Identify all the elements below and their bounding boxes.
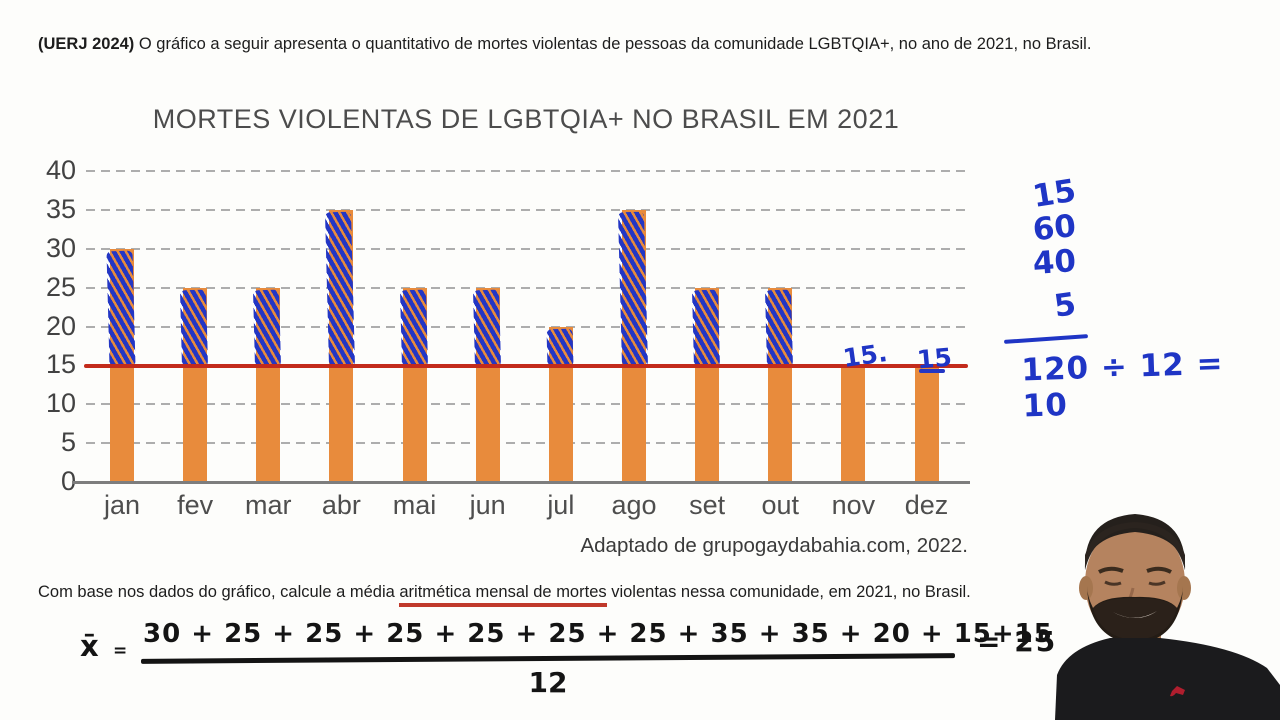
- presenter-ear: [1079, 576, 1093, 600]
- y-axis-label: 35: [45, 193, 76, 224]
- presenter-eyebrow: [1146, 566, 1172, 574]
- month-label: fev: [177, 490, 214, 520]
- presenter-eye: [1104, 580, 1122, 586]
- y-axis-label: 0: [60, 466, 76, 496]
- bar-scribble: [765, 289, 794, 367]
- question-text: Com base nos dados do gráfico, calcule a…: [38, 583, 1158, 607]
- presenter-eyebrow: [1098, 566, 1124, 574]
- gridline: [86, 208, 966, 211]
- formula-denominator: 12: [528, 666, 568, 699]
- formula-numerator: 30 + 25 + 25 + 25 + 25 + 25 + 25 + 35 + …: [143, 619, 1053, 649]
- problem-statement: (UERJ 2024) O gráfico a seguir apresenta…: [38, 34, 1148, 55]
- bar: [914, 368, 939, 482]
- gridline: [86, 403, 966, 406]
- month-label: dez: [904, 490, 949, 520]
- formula-xbar: x̄: [80, 629, 99, 663]
- month-label: jan: [103, 490, 141, 520]
- gridline: [86, 325, 966, 328]
- bar-scribble: [253, 289, 282, 367]
- month-label: mar: [245, 490, 292, 520]
- presenter-smile: [1113, 611, 1157, 618]
- y-axis-label: 15: [45, 349, 76, 380]
- month-label: nov: [831, 490, 876, 520]
- gridline: [86, 170, 966, 172]
- question-prefix: Com base nos dados do gráfico, calcule a…: [38, 583, 400, 601]
- presenter-hairline: [1085, 522, 1185, 570]
- shirt-logo: [1170, 686, 1185, 697]
- addition-addend: 5: [1051, 286, 1079, 325]
- problem-statement-text: O gráfico a seguir apresenta o quantitat…: [134, 35, 1092, 53]
- handwritten-dez-tick: [919, 369, 945, 373]
- bar-scribble: [617, 211, 648, 367]
- bar-scribble: [472, 289, 501, 367]
- y-axis-label: 10: [45, 388, 76, 419]
- month-label: mai: [392, 490, 437, 520]
- bar: [841, 368, 866, 482]
- gridline: [86, 286, 966, 289]
- chart-source-caption: Adaptado de grupogaydabahia.com, 2022.: [580, 534, 968, 557]
- bar-scribble: [692, 289, 721, 367]
- month-label: set: [689, 490, 726, 520]
- bar-scribble: [546, 328, 574, 367]
- y-axis-label: 20: [45, 310, 76, 341]
- mean-reference-line: [84, 364, 968, 368]
- month-label: jul: [547, 490, 575, 520]
- addition-sum-line: [1003, 334, 1089, 344]
- month-label: ago: [611, 490, 657, 520]
- presenter-eye: [1148, 580, 1166, 586]
- y-axis-label: 25: [45, 271, 76, 302]
- bar-scribble: [106, 250, 136, 367]
- month-label: abr: [321, 490, 361, 520]
- bar-scribble: [399, 289, 428, 367]
- y-axis-label: 40: [45, 155, 76, 185]
- addition-addend: 60: [1031, 208, 1078, 249]
- x-axis-line: [72, 481, 970, 484]
- presenter-beard-lower: [1093, 598, 1177, 640]
- addition-addend: 40: [1031, 243, 1078, 282]
- formula-equals: =: [113, 641, 127, 661]
- chart-title: MORTES VIOLENTAS DE LGBTQIA+ NO BRASIL E…: [152, 104, 900, 134]
- month-label: out: [761, 490, 800, 520]
- question-suffix: violentas nessa comunidade, em 2021, no …: [606, 583, 971, 601]
- bar-scribble: [180, 289, 209, 367]
- question-underlined-phrase: aritmética mensal de mortes: [399, 583, 607, 607]
- presenter-webcam: [1055, 514, 1280, 720]
- formula-fraction-bar: [140, 653, 956, 664]
- gridline: [86, 247, 966, 250]
- presenter-ear: [1177, 576, 1191, 600]
- exam-source-tag: (UERJ 2024): [38, 35, 135, 53]
- gridline: [86, 442, 966, 445]
- y-axis-label: 5: [60, 427, 76, 458]
- presenter-shirt: [1055, 638, 1280, 720]
- handwritten-nov-value: 15.: [841, 338, 890, 373]
- formula-result: = 25: [977, 625, 1058, 658]
- handwritten-division: 120 ÷ 12 = 10: [1020, 345, 1225, 425]
- month-label: jun: [469, 490, 506, 520]
- bar-scribble: [325, 211, 356, 367]
- y-axis-label: 30: [45, 232, 76, 263]
